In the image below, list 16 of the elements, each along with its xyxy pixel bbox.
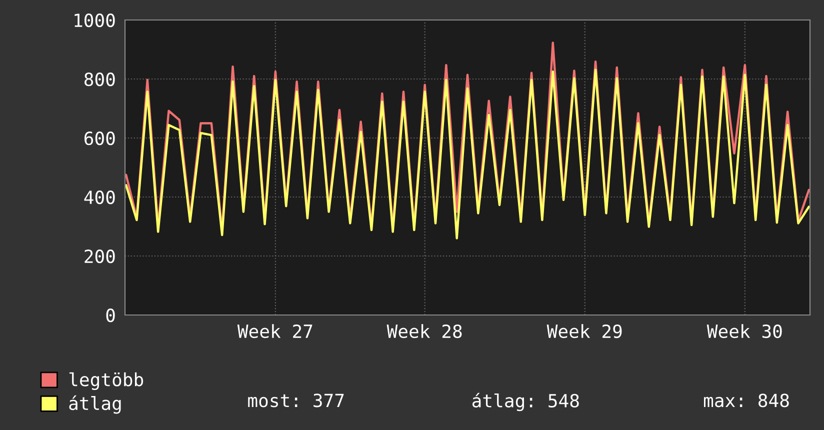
x-tick-label: Week 27 xyxy=(237,324,312,338)
y-tick-label: 200 xyxy=(84,250,115,264)
x-tick-label: Week 29 xyxy=(546,324,622,338)
x-tick-label: Week 30 xyxy=(706,324,782,338)
y-tick-label: 600 xyxy=(84,132,115,146)
legend-label: átlag xyxy=(69,395,121,414)
text: átlag: 548 xyxy=(472,392,579,412)
y-tick-label: 1000 xyxy=(74,14,115,28)
text: max: 848 xyxy=(704,394,789,408)
x-tick-label: Week 28 xyxy=(386,324,462,338)
y-tick-label: 400 xyxy=(84,190,115,204)
line-series xyxy=(125,68,810,240)
y-tick-label: 800 xyxy=(84,72,115,86)
text: most: 377 xyxy=(248,394,344,408)
legend-label: legtöbb xyxy=(69,372,144,390)
y-tick-label: 0 xyxy=(106,308,115,322)
